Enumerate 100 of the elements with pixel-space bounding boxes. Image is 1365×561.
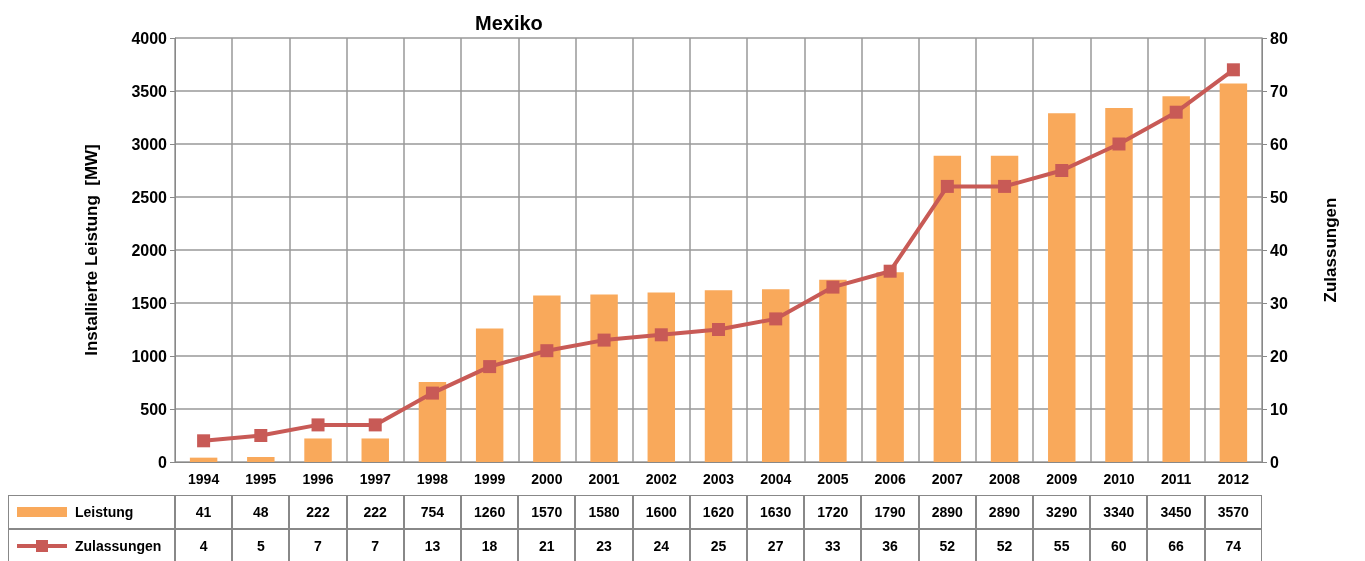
bar (533, 295, 561, 462)
bar (933, 155, 962, 462)
point (311, 418, 325, 432)
y-tick-label: 1500 (131, 294, 168, 312)
y2-tick-label: 0 (1270, 453, 1279, 471)
bar (876, 272, 904, 462)
y-tick-label: 4000 (131, 29, 168, 47)
data-label: 4 (175, 529, 233, 561)
x-tick-label: 2003 (702, 471, 735, 487)
y2-tick-label: 80 (1270, 29, 1288, 47)
data-label: 13 (403, 529, 462, 561)
data-label: 3450 (1147, 495, 1205, 529)
point (883, 264, 897, 278)
bar (247, 456, 275, 462)
y-tick-label: 3500 (131, 82, 168, 100)
data-label: 3290 (1033, 495, 1091, 529)
bar (1162, 96, 1190, 462)
y-tick-label: 2000 (131, 241, 168, 259)
bar (304, 438, 332, 462)
data-label: 2890 (975, 495, 1034, 529)
data-label: 222 (289, 495, 347, 529)
data-label: 754 (403, 495, 462, 529)
y2-tick-label: 40 (1270, 241, 1288, 259)
point (368, 418, 382, 432)
y-tick-label: 3000 (131, 135, 168, 153)
chart-title: Mexiko (475, 12, 543, 34)
data-label: 7 (289, 529, 347, 561)
x-tick-label: 2010 (1103, 471, 1135, 487)
point (483, 360, 497, 374)
data-label: 2890 (918, 495, 976, 529)
x-tick-label: 2007 (931, 471, 964, 487)
data-label: 1570 (518, 495, 576, 529)
bar (361, 438, 389, 462)
x-tick-label: 2006 (874, 471, 906, 487)
data-label: 33 (804, 529, 862, 561)
bar (761, 289, 790, 462)
x-tick-label: 2012 (1217, 471, 1250, 487)
bar (1048, 113, 1076, 462)
point (1112, 137, 1126, 151)
data-label: 1600 (632, 495, 690, 529)
point (597, 333, 611, 347)
point (712, 323, 725, 336)
data-label: 1630 (747, 495, 805, 529)
y2-tick-label: 20 (1270, 347, 1288, 365)
x-tick-label: 2009 (1046, 471, 1078, 487)
data-label: 48 (232, 495, 290, 529)
point (769, 312, 783, 326)
data-label: 74 (1204, 529, 1262, 561)
data-label: 1580 (575, 495, 633, 529)
data-label: 7 (346, 529, 404, 561)
point (1226, 63, 1240, 77)
data-label: 1620 (689, 495, 748, 529)
point (1169, 105, 1183, 119)
data-label: 1720 (804, 495, 862, 529)
data-label: 55 (1033, 529, 1091, 561)
data-label: 60 (1090, 529, 1148, 561)
legend-label: Zulassungen (75, 538, 162, 554)
x-tick-label: 2000 (531, 471, 563, 487)
data-label: 24 (632, 529, 690, 561)
data-label: 222 (346, 495, 404, 529)
bar (704, 290, 733, 462)
data-label: 52 (975, 529, 1034, 561)
y-tick-label: 0 (158, 453, 168, 471)
point (197, 434, 211, 448)
x-tick-label: 1995 (245, 471, 277, 487)
data-label: 3570 (1204, 495, 1262, 529)
data-label: 27 (747, 529, 805, 561)
data-label: 18 (461, 529, 519, 561)
point (425, 386, 439, 400)
y-tick-label: 500 (140, 400, 168, 418)
point (826, 280, 840, 294)
data-label: 3340 (1090, 495, 1148, 529)
y-axis-title: Installierte Leistung [MW] (82, 144, 101, 356)
point (254, 429, 268, 442)
x-tick-label: 1994 (188, 471, 220, 487)
bar (590, 294, 618, 462)
bar (1105, 107, 1133, 462)
bar (1219, 83, 1248, 462)
x-tick-label: 2002 (645, 471, 678, 487)
data-label: 36 (861, 529, 919, 561)
x-tick-label: 1998 (416, 471, 449, 487)
data-label: 52 (918, 529, 976, 561)
bar (189, 457, 218, 462)
y2-tick-label: 50 (1270, 188, 1288, 206)
bar (990, 155, 1019, 462)
bar (819, 279, 847, 462)
data-label: 41 (175, 495, 233, 529)
point (940, 179, 954, 193)
y2-tick-label: 30 (1270, 294, 1288, 312)
point (1055, 164, 1069, 177)
data-label: 66 (1147, 529, 1205, 561)
y2-axis-title: Zulassungen (1321, 197, 1340, 303)
y-tick-label: 2500 (131, 188, 168, 206)
y-tick-label: 1000 (131, 347, 168, 365)
y2-tick-label: 10 (1270, 400, 1288, 418)
x-tick-label: 2004 (760, 471, 792, 487)
x-tick-label: 1999 (474, 471, 506, 487)
data-label: 5 (232, 529, 290, 561)
data-label: 25 (689, 529, 748, 561)
x-tick-label: 1997 (359, 471, 392, 487)
